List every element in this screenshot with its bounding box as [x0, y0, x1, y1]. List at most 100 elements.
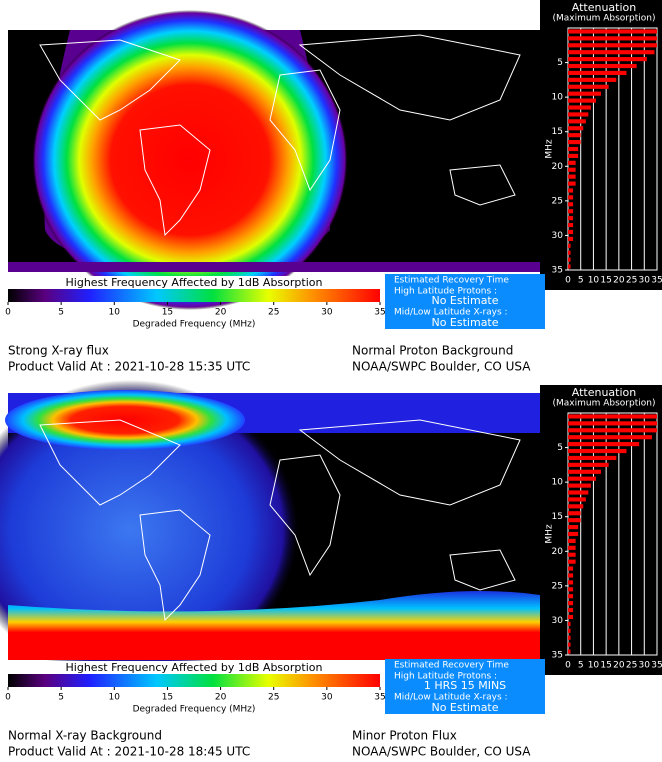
colorbar-tick-label: 5 [58, 693, 64, 703]
bar [568, 112, 589, 117]
y-tick-label: 35 [552, 266, 563, 276]
bar [568, 525, 579, 530]
attenuation-title: Attenuation [572, 1, 637, 14]
bar [568, 50, 655, 55]
colorbar-tick-label: 10 [109, 693, 121, 703]
colorbar-tick-label: 15 [162, 308, 173, 318]
footer-right-2: NOAA/SWPC Boulder, CO USA [352, 360, 531, 374]
bar [568, 229, 574, 235]
bar [568, 98, 596, 103]
footer-right-1: Minor Proton Flux [352, 729, 457, 743]
x-tick-label: 30 [639, 276, 651, 286]
bar [568, 490, 589, 495]
bar [568, 421, 657, 426]
colorbar-title-bg [8, 276, 380, 289]
y-tick-label: 20 [552, 547, 564, 557]
colorbar-title: Highest Frequency Affected by 1dB Absorp… [66, 276, 323, 289]
recovery-high-label: High Latitude Protons : [394, 672, 497, 682]
attenuation-bg [540, 385, 662, 675]
y-tick-label: 10 [552, 93, 564, 103]
x-tick-label: 15 [600, 276, 611, 286]
recovery-box [385, 659, 545, 714]
colorbar-tick-label: 30 [321, 308, 333, 318]
recovery-high-value: No Estimate [431, 294, 498, 307]
x-tick-label: 20 [613, 661, 625, 671]
bar [568, 70, 627, 76]
y-tick-label: 35 [552, 651, 563, 661]
bar [568, 126, 584, 131]
colorbar-tick-label: 35 [374, 693, 385, 703]
bar [568, 243, 571, 248]
bar [568, 181, 576, 186]
colorbar-label: Degraded Frequency (MHz) [133, 320, 256, 330]
bar [568, 462, 609, 467]
bar [568, 188, 574, 193]
attenuation-subtitle: (Maximum Absorption) [553, 14, 656, 24]
bar [568, 552, 576, 557]
bar [568, 264, 571, 269]
x-tick-label: 15 [600, 661, 611, 671]
x-axis-label: dB [605, 289, 620, 302]
attenuation-title: Attenuation [572, 386, 637, 399]
colorbar-tick-label: 35 [374, 308, 385, 318]
bar [568, 105, 591, 110]
bar [568, 594, 574, 599]
colorbar-title: Highest Frequency Affected by 1dB Absorp… [66, 661, 323, 674]
colorbar [8, 289, 380, 302]
colorbar [8, 674, 380, 687]
y-tick-label: 15 [552, 127, 563, 137]
x-tick-label: 5 [578, 661, 584, 671]
bar [568, 119, 586, 124]
bar [568, 511, 581, 516]
colorbar-label: Degraded Frequency (MHz) [133, 705, 256, 715]
bar [568, 146, 579, 152]
bar [568, 607, 574, 613]
bar [568, 195, 574, 200]
bar [568, 167, 576, 172]
bar [568, 435, 652, 440]
colorbar-tick-label: 5 [58, 308, 64, 318]
y-tick-label: 30 [552, 231, 564, 241]
recovery-high-label: High Latitude Protons : [394, 287, 497, 297]
y-tick-label: 5 [557, 443, 563, 453]
bar [568, 202, 574, 207]
colorbar-tick-label: 0 [5, 308, 11, 318]
bar [568, 29, 657, 34]
y-tick-label: 25 [552, 196, 563, 206]
bar [568, 133, 581, 138]
x-tick-label: 25 [626, 661, 637, 671]
bar [568, 57, 647, 62]
bar [568, 174, 576, 179]
x-tick-label: 35 [651, 661, 662, 671]
footer-right-1: Normal Proton Background [352, 344, 513, 358]
recovery-mid-value: No Estimate [431, 701, 498, 714]
bar [568, 559, 576, 564]
colorbar-tick-label: 20 [215, 693, 227, 703]
coastlines [39, 34, 521, 622]
colorbar-tick-label: 0 [5, 693, 11, 703]
y-tick-label: 15 [552, 512, 563, 522]
colorbar-tick-label: 10 [109, 308, 121, 318]
recovery-high-value: 1 HRS 15 MINS [424, 679, 506, 692]
bar [568, 153, 579, 158]
x-tick-label: 5 [578, 276, 584, 286]
bar [568, 209, 574, 214]
bar [568, 140, 581, 145]
y-axis-label: MHz [545, 139, 555, 159]
x-axis-label: dB [605, 674, 620, 687]
y-tick-label: 20 [552, 162, 564, 172]
bar [568, 476, 596, 481]
y-tick-label: 30 [552, 616, 564, 626]
bar [568, 497, 586, 502]
recovery-title: Estimated Recovery Time [394, 661, 509, 671]
colorbar-tick-label: 20 [215, 308, 227, 318]
y-tick-label: 5 [557, 58, 563, 68]
recovery-mid-label: Mid/Low Latitude X-rays : [394, 308, 508, 318]
footer-left-1: Normal X-ray Background [8, 729, 162, 743]
bar [568, 250, 571, 255]
recovery-mid-value: No Estimate [431, 316, 498, 329]
footer-left-2: Product Valid At : 2021-10-28 18:45 UTC [8, 745, 250, 759]
bar [568, 587, 574, 592]
bar [568, 649, 571, 654]
